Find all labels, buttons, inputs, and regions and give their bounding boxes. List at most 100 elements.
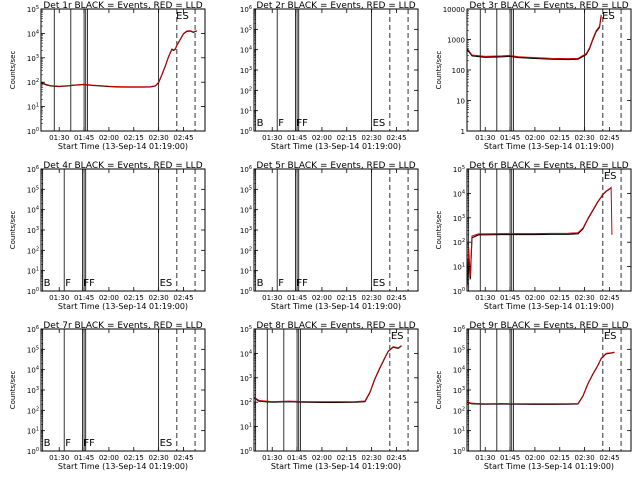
- series-group: [467, 186, 613, 290]
- x-tick-label: 01:45: [500, 294, 520, 302]
- x-tick-label: 01:30: [475, 454, 495, 462]
- y-tick-label: 100: [27, 287, 39, 296]
- y-tick-label: 100: [240, 447, 252, 456]
- y-tick-label: 101: [240, 423, 252, 432]
- y-axis-label: Counts/sec: [9, 211, 17, 250]
- chart-title: Det 4r BLACK = Events, RED = LLD: [43, 161, 202, 171]
- y-tick-label: 105: [240, 25, 252, 34]
- y-tick-label: 100: [452, 67, 465, 75]
- y-tick-label: 105: [27, 185, 39, 194]
- event-marker-label: ES: [160, 278, 173, 289]
- y-tick-label: 101: [27, 267, 39, 276]
- x-tick-label: 01:30: [262, 454, 282, 462]
- chart-panel-4: Det 4r BLACK = Events, RED = LLD 01:30 01:…: [9, 161, 206, 311]
- series-line-events: [467, 351, 615, 405]
- x-tick-label: 02:15: [124, 294, 144, 302]
- x-tick-label: 02:00: [312, 294, 332, 302]
- x-tick-label: 01:45: [287, 294, 307, 302]
- x-tick-label: 01:30: [262, 134, 282, 142]
- event-marker-label: F: [65, 278, 71, 289]
- x-tick-label: 02:15: [124, 454, 144, 462]
- y-tick-label: 1000: [447, 37, 465, 45]
- event-marker-label: ES: [373, 118, 386, 129]
- x-axis-label: Start Time (13-Sep-14 01:19:00): [58, 302, 188, 311]
- x-tick-label: 01:45: [287, 454, 307, 462]
- x-tick-label: 02:00: [312, 134, 332, 142]
- y-tick-label: 103: [453, 214, 465, 223]
- x-tick-label: 02:45: [386, 454, 406, 462]
- y-tick-label: 103: [453, 386, 465, 395]
- chart-panel-8: Det 8r BLACK = Events, RED = LLD 01:30 01:…: [240, 321, 419, 471]
- x-axis-label: Start Time (13-Sep-14 01:19:00): [58, 462, 188, 471]
- y-tick-label: 100: [240, 287, 252, 296]
- event-marker-label: FF: [296, 278, 308, 289]
- y-tick-label: 102: [240, 86, 252, 95]
- y-tick-label: 10000: [443, 6, 465, 14]
- series-group: [254, 345, 402, 403]
- event-marker-label: ES: [160, 438, 173, 449]
- plot-frame: [466, 8, 632, 132]
- x-axis-label: Start Time (13-Sep-14 01:19:00): [58, 142, 188, 151]
- y-tick-label: 100: [453, 287, 465, 296]
- chart-panel-1: Det 1r BLACK = Events, RED = LLD 01:30 01:…: [9, 1, 206, 151]
- x-tick-label: 02:15: [337, 134, 357, 142]
- x-tick-label: 01:30: [49, 454, 69, 462]
- y-tick-label: 105: [240, 185, 252, 194]
- y-tick-label: 102: [240, 246, 252, 255]
- series-line-lld: [467, 186, 613, 290]
- y-tick-label: 105: [240, 325, 252, 334]
- y-tick-label: 105: [27, 5, 39, 14]
- series-group: [467, 351, 615, 405]
- y-tick-label: 103: [240, 226, 252, 235]
- plot-frame: [466, 168, 632, 292]
- event-marker-label: B: [257, 118, 264, 129]
- series-line-lld: [41, 30, 197, 88]
- x-tick-label: 01:30: [262, 294, 282, 302]
- x-tick-label: 01:30: [475, 134, 495, 142]
- x-tick-label: 02:45: [599, 454, 619, 462]
- series-line-events: [467, 187, 612, 287]
- x-tick-label: 01:45: [500, 134, 520, 142]
- x-axis-label: Start Time (13-Sep-14 01:19:00): [484, 302, 614, 311]
- event-marker-label: ES: [602, 11, 615, 22]
- y-tick-label: 103: [240, 66, 252, 75]
- x-tick-label: 01:30: [49, 294, 69, 302]
- x-tick-label: 02:45: [173, 294, 193, 302]
- y-tick-label: 103: [27, 226, 39, 235]
- x-tick-label: 02:15: [550, 134, 570, 142]
- x-tick-label: 02:30: [362, 134, 382, 142]
- plot-frame: [466, 328, 632, 452]
- y-tick-label: 103: [240, 374, 252, 383]
- y-tick-label: 100: [240, 127, 252, 136]
- chart-title: Det 8r BLACK = Events, RED = LLD: [256, 321, 415, 331]
- x-tick-label: 02:30: [575, 134, 595, 142]
- y-tick-label: 101: [240, 267, 252, 276]
- y-axis-label: Counts/sec: [435, 51, 443, 90]
- x-axis-label: Start Time (13-Sep-14 01:19:00): [271, 142, 401, 151]
- x-tick-label: 02:15: [337, 454, 357, 462]
- event-marker-label: F: [278, 278, 284, 289]
- x-tick-label: 01:45: [74, 134, 94, 142]
- x-tick-label: 02:30: [149, 294, 169, 302]
- x-tick-label: 02:00: [99, 134, 119, 142]
- chart-panel-7: Det 7r BLACK = Events, RED = LLD 01:30 01:…: [9, 321, 206, 471]
- x-tick-label: 01:45: [74, 294, 94, 302]
- y-tick-label: 103: [27, 386, 39, 395]
- x-tick-label: 02:00: [99, 294, 119, 302]
- y-tick-label: 102: [27, 406, 39, 415]
- x-tick-label: 02:00: [312, 454, 332, 462]
- plot-frame: [40, 328, 206, 452]
- event-marker-label: FF: [83, 438, 95, 449]
- y-axis-label: Counts/sec: [9, 51, 17, 90]
- event-marker-label: B: [257, 278, 264, 289]
- y-tick-label: 102: [27, 78, 39, 87]
- series-line-events: [41, 30, 197, 88]
- series-line-lld: [254, 345, 402, 403]
- series-line-lld: [467, 351, 615, 405]
- chart-panel-2: Det 2r BLACK = Events, RED = LLD 01:30 01:…: [240, 1, 419, 151]
- x-tick-label: 02:45: [599, 294, 619, 302]
- y-tick-label: 102: [453, 238, 465, 247]
- y-tick-label: 10: [456, 98, 465, 106]
- x-tick-label: 02:30: [149, 134, 169, 142]
- y-tick-label: 104: [27, 206, 39, 215]
